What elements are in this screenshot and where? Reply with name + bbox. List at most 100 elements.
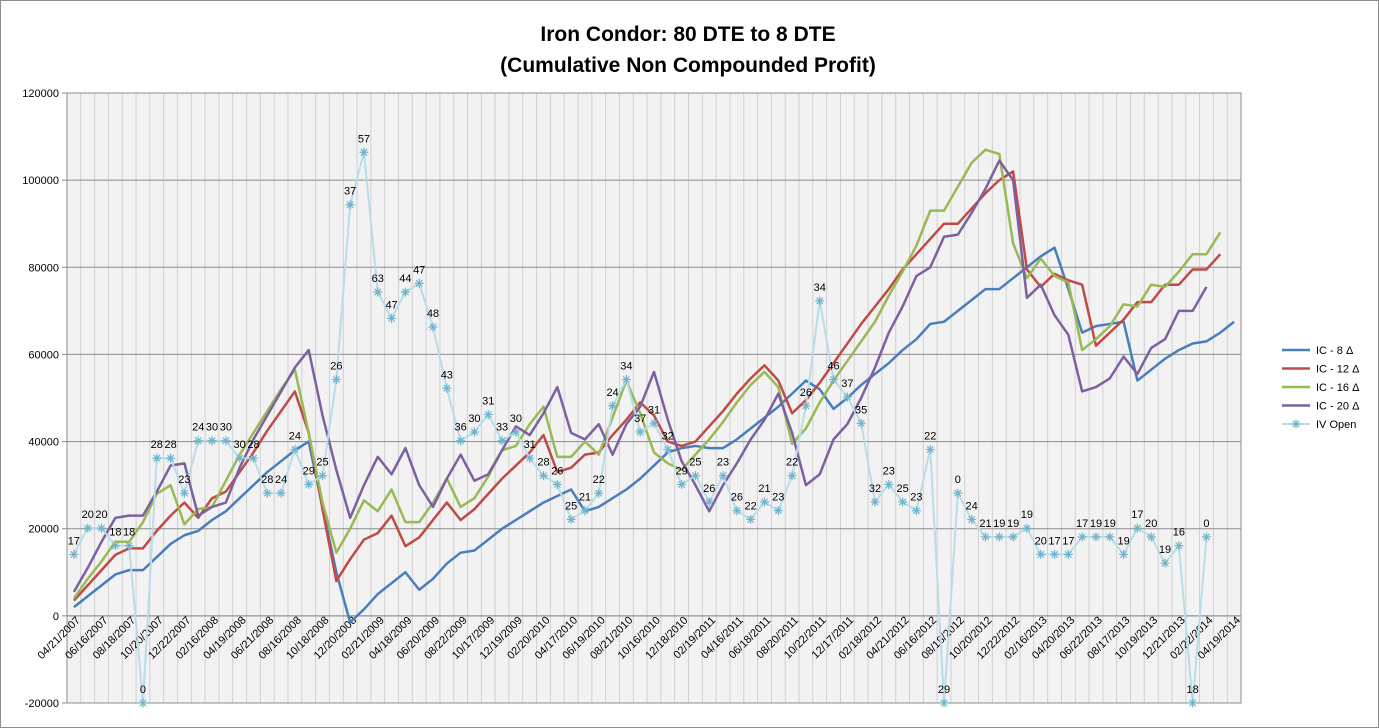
iv-data-label: 19 (1090, 518, 1102, 530)
iv-data-label: 47 (385, 299, 397, 311)
iv-data-label: 30 (220, 422, 232, 434)
iv-data-label: 21 (758, 483, 770, 495)
iv-data-label: 25 (689, 457, 701, 469)
iv-open-marker (373, 287, 383, 297)
iv-open-marker (248, 453, 258, 463)
iv-data-label: 23 (883, 465, 895, 477)
iv-open-marker (207, 436, 217, 446)
iv-open-marker (884, 479, 894, 489)
iv-open-marker (359, 147, 369, 157)
iv-data-label: 0 (140, 684, 146, 696)
iv-data-label: 19 (1021, 509, 1033, 521)
iv-data-label: 17 (68, 535, 80, 547)
iv-data-label: 26 (551, 465, 563, 477)
iv-data-label: 28 (151, 439, 163, 451)
y-tick-label: 80000 (28, 262, 59, 274)
iv-data-label: 31 (482, 396, 494, 408)
chart-subtitle: (Cumulative Non Compounded Profit) (500, 54, 876, 77)
iv-data-label: 30 (234, 439, 246, 451)
iv-data-label: 36 (455, 422, 467, 434)
y-tick-label: 20000 (28, 524, 59, 536)
iv-open-marker (1077, 532, 1087, 542)
iv-data-label: 26 (330, 361, 342, 373)
iv-data-label: 23 (717, 457, 729, 469)
y-tick-label: 60000 (28, 349, 59, 361)
iv-data-label: 19 (1159, 544, 1171, 556)
iv-data-label: 30 (206, 422, 218, 434)
iv-open-marker (1174, 541, 1184, 551)
iv-data-label: 30 (510, 413, 522, 425)
iv-data-label: 26 (703, 483, 715, 495)
iv-open-marker (138, 698, 148, 708)
plot-area (67, 93, 1241, 703)
iv-open-marker (732, 506, 742, 516)
iv-data-label: 22 (745, 500, 757, 512)
iv-data-label: 23 (178, 474, 190, 486)
iv-open-marker (193, 436, 203, 446)
iv-open-marker (456, 436, 466, 446)
iv-open-marker (787, 471, 797, 481)
iv-data-label: 24 (289, 430, 301, 442)
iv-open-marker (166, 453, 176, 463)
iv-data-label: 43 (441, 369, 453, 381)
iv-data-label: 31 (648, 404, 660, 416)
legend-marker-iv-open (1291, 419, 1301, 429)
iv-data-label: 25 (896, 483, 908, 495)
iv-data-label: 0 (1203, 518, 1209, 530)
y-tick-label: -20000 (25, 698, 59, 710)
iv-data-label: 37 (634, 413, 646, 425)
iv-open-marker (469, 427, 479, 437)
iv-open-marker (124, 541, 134, 551)
iv-open-marker (759, 497, 769, 507)
y-tick-label: 0 (53, 611, 59, 623)
iv-data-label: 48 (427, 308, 439, 320)
iv-open-marker (552, 479, 562, 489)
iv-data-label: 29 (303, 465, 315, 477)
iv-data-label: 31 (524, 439, 536, 451)
legend-label: IV Open (1316, 419, 1356, 431)
iv-data-label: 21 (979, 518, 991, 530)
legend-label: IC - 12 Δ (1316, 364, 1360, 376)
iv-data-label: 25 (316, 457, 328, 469)
iv-data-label: 0 (955, 474, 961, 486)
iv-open-marker (400, 287, 410, 297)
y-tick-label: 120000 (22, 88, 59, 100)
iv-open-marker (1188, 698, 1198, 708)
iv-open-marker (1050, 549, 1060, 559)
iv-open-marker (911, 506, 921, 516)
iv-open-marker (304, 479, 314, 489)
iv-data-label: 20 (1145, 518, 1157, 530)
iv-open-marker (539, 471, 549, 481)
iv-data-label: 44 (399, 273, 411, 285)
plot-border (66, 92, 1242, 704)
iv-open-marker (1063, 549, 1073, 559)
iv-data-label: 28 (537, 457, 549, 469)
iv-data-label: 24 (966, 500, 978, 512)
iv-open-marker (649, 418, 659, 428)
iv-data-label: 17 (1062, 535, 1074, 547)
iv-open-marker (801, 401, 811, 411)
series-line-ic-16- (72, 148, 1222, 600)
iv-open-marker (773, 506, 783, 516)
chart-title: Iron Condor: 80 DTE to 8 DTE (540, 23, 835, 46)
iv-open-marker (442, 383, 452, 393)
iv-open-marker (635, 427, 645, 437)
series-lines (69, 147, 1235, 708)
iv-open-marker (110, 541, 120, 551)
iv-data-label: 20 (1035, 535, 1047, 547)
iv-open-marker (856, 418, 866, 428)
iv-open-marker (345, 200, 355, 210)
iv-data-label: 28 (261, 474, 273, 486)
iv-open-marker (621, 375, 631, 385)
iv-data-label: 32 (662, 430, 674, 442)
iv-open-marker (497, 436, 507, 446)
iv-open-marker (235, 453, 245, 463)
iv-data-label: 30 (468, 413, 480, 425)
iv-open-marker (608, 401, 618, 411)
iv-data-label: 47 (413, 264, 425, 276)
iv-data-label: 28 (164, 439, 176, 451)
iv-open-marker (594, 488, 604, 498)
iv-data-label: 20 (95, 509, 107, 521)
iv-data-label: 32 (869, 483, 881, 495)
iv-open-marker (704, 497, 714, 507)
